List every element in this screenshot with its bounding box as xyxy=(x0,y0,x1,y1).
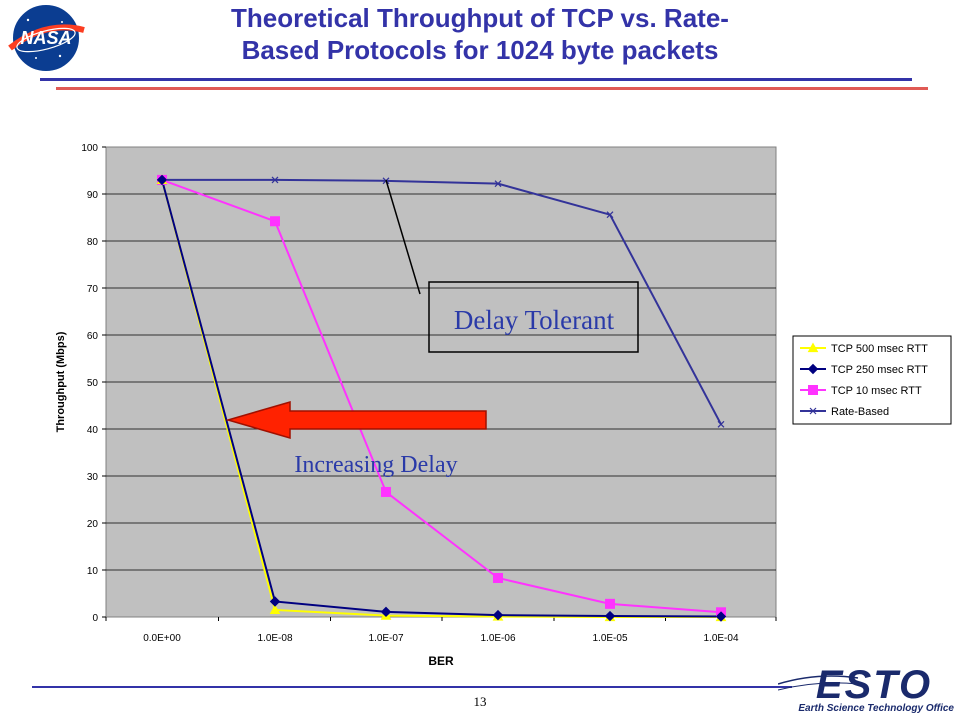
data-point xyxy=(271,176,279,184)
data-point xyxy=(605,598,615,609)
delay-tolerant-label: Delay Tolerant xyxy=(454,305,615,335)
data-point xyxy=(606,211,614,219)
esto-logo-text: ESTO xyxy=(816,664,932,707)
data-point xyxy=(715,611,727,622)
legend-entry-label: Rate-Based xyxy=(831,406,889,418)
esto-logo: ESTO xyxy=(778,664,932,707)
y-tick-labels: 0 10 20 30 40 50 60 70 80 90 100 xyxy=(81,143,98,624)
y-tick-label: 10 xyxy=(87,566,99,577)
data-point xyxy=(381,486,391,497)
title-rule-red xyxy=(56,87,928,90)
x-tick-label: 1.0E-05 xyxy=(592,633,627,644)
nasa-logo: NASA xyxy=(8,3,85,73)
legend-swatch-marker xyxy=(807,363,819,375)
series-line-tcp-10-msec-rtt xyxy=(161,178,722,614)
legend: TCP 500 msec RTT TCP 250 msec RTT TCP 10 m… xyxy=(792,335,952,425)
legend-entry-label: TCP 500 msec RTT xyxy=(831,343,928,355)
data-point xyxy=(269,604,281,615)
data-point xyxy=(604,610,616,622)
title-rule-blue xyxy=(40,78,912,81)
data-point xyxy=(493,572,503,583)
x-tick-label: 1.0E-06 xyxy=(480,633,515,644)
legend-swatch-marker xyxy=(807,342,819,353)
y-tick-label: 20 xyxy=(87,519,99,530)
legend-entry-label: TCP 10 msec RTT xyxy=(831,385,922,397)
legend-swatch-marker xyxy=(809,407,817,415)
data-point xyxy=(492,609,504,621)
y-axis-label: Throughput (Mbps) xyxy=(55,331,67,432)
legend-box xyxy=(792,335,952,425)
footer-rule xyxy=(32,686,792,688)
data-point xyxy=(269,596,281,607)
title-line-2: Based Protocols for 1024 byte packets xyxy=(241,35,719,65)
y-tick-label: 0 xyxy=(92,613,98,624)
gridlines xyxy=(102,146,777,621)
data-point xyxy=(494,180,502,188)
x-tick-label: 1.0E-08 xyxy=(257,633,292,644)
data-point xyxy=(270,216,280,227)
x-axis-label: BER xyxy=(428,654,454,668)
delay-tolerant-pointer xyxy=(385,179,421,295)
series-line-tcp-250-msec-rtt xyxy=(161,179,722,618)
y-tick-label: 50 xyxy=(87,378,99,389)
series-line-rate-based xyxy=(162,178,722,425)
series-markers xyxy=(156,174,727,622)
nasa-logo-text: NASA xyxy=(20,28,71,48)
esto-logo-subtitle: Earth Science Technology Office xyxy=(798,703,954,714)
x-tick-labels: 0.0E+00 1.0E-08 1.0E-07 1.0E-06 1.0E-05 1.0E-… xyxy=(143,633,739,644)
x-tick-label: 1.0E-04 xyxy=(703,633,738,644)
y-tick-label: 40 xyxy=(87,425,99,436)
legend-entry-label: TCP 250 msec RTT xyxy=(831,364,928,376)
x-tick-label: 1.0E-07 xyxy=(368,633,403,644)
y-tick-label: 70 xyxy=(87,284,99,295)
y-tick-label: 60 xyxy=(87,331,99,342)
data-point xyxy=(156,174,168,186)
data-point xyxy=(380,606,392,618)
series-lines xyxy=(161,178,722,618)
y-tick-label: 30 xyxy=(87,472,99,483)
title-line-1: Theoretical Throughput of TCP vs. Rate- xyxy=(231,3,729,33)
y-tick-label: 90 xyxy=(87,190,99,201)
x-tick-label: 0.0E+00 xyxy=(143,633,181,644)
page-title: Theoretical Throughput of TCP vs. Rate- … xyxy=(110,2,850,66)
increasing-delay-label: Increasing Delay xyxy=(294,452,457,478)
y-tick-label: 100 xyxy=(81,143,98,154)
data-point xyxy=(717,420,725,428)
increasing-delay-arrow xyxy=(225,401,487,439)
page-number: 13 xyxy=(473,694,487,709)
legend-swatch-marker xyxy=(808,385,818,395)
delay-tolerant-box xyxy=(428,281,639,353)
y-tick-label: 80 xyxy=(87,237,99,248)
